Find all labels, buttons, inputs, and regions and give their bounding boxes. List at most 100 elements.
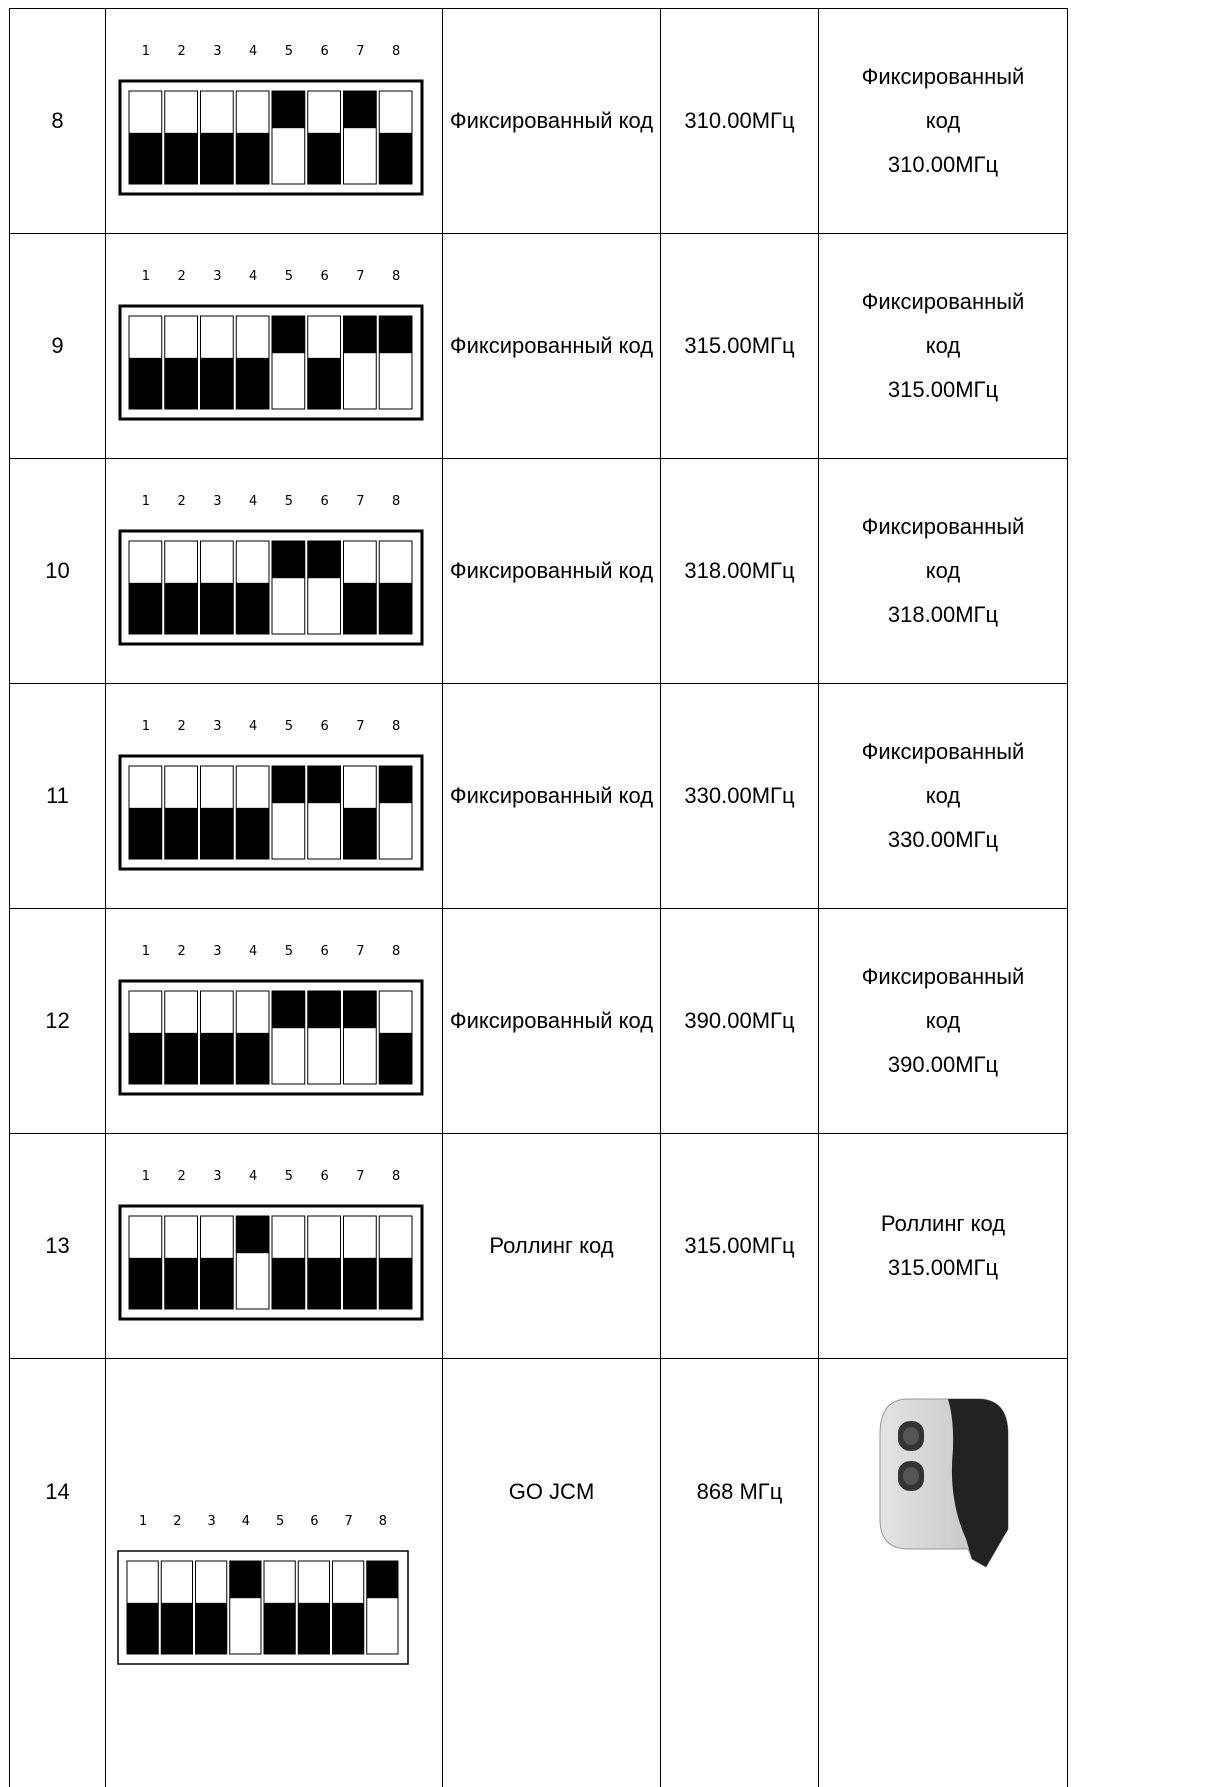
- switch-lever: [236, 582, 269, 634]
- switch-lever: [343, 316, 377, 354]
- dip-switch-diagram: 1 2 3 4 5 6 7 8: [117, 1514, 409, 1665]
- switch-number: 2: [177, 269, 185, 284]
- dip-switch-diagram: 1 2 3 4 5 6 7 8: [118, 44, 424, 196]
- dip-switch-diagram: 1 2 3 4 5 6 7 8: [118, 944, 424, 1096]
- switch-lever: [164, 807, 198, 859]
- switch-number: 7: [356, 494, 364, 509]
- summary: Фиксированный код 315.00МГц: [818, 233, 1068, 459]
- code-type: Фиксированный код: [442, 908, 661, 1134]
- switch-number: 1: [142, 269, 150, 284]
- switch-lever: [366, 1561, 398, 1599]
- summary: [818, 1358, 1068, 1787]
- summary: Фиксированный код 330.00МГц: [818, 683, 1068, 909]
- switch-lever: [343, 991, 377, 1029]
- remote-shape: [903, 1427, 919, 1445]
- switch-lever: [236, 1032, 269, 1084]
- switch-lever: [236, 132, 269, 184]
- switch-lever: [236, 1216, 269, 1254]
- switch-number: 2: [177, 1169, 185, 1184]
- switch-lever: [264, 1602, 296, 1654]
- table-row: 12 1 2 3 4 5 6 7 8 Фиксированный код 390.00МГц Фикс…: [9, 908, 1068, 1134]
- switch-lever: [164, 1257, 198, 1309]
- switch-lever: [129, 132, 162, 184]
- summary-line: Фиксированный: [861, 64, 1025, 89]
- switch-number: 4: [249, 494, 257, 509]
- switch-lever: [200, 1032, 234, 1084]
- switch-number: 1: [142, 1169, 150, 1184]
- remote-image: [879, 1398, 1009, 1568]
- summary-line: код: [925, 108, 961, 133]
- switch-lever: [332, 1602, 364, 1654]
- switch-lever: [379, 316, 412, 354]
- switch-lever: [236, 357, 269, 409]
- switch-number: 6: [320, 719, 328, 734]
- code-type: Роллинг код: [442, 1133, 661, 1359]
- summary-line: 315.00МГц: [887, 1255, 999, 1280]
- switch-lever: [236, 807, 269, 859]
- summary-line: Фиксированный: [861, 289, 1025, 314]
- frequency: 315.00МГц: [660, 1133, 819, 1359]
- switch-lever: [343, 807, 377, 859]
- dip-switch-cell: 1 2 3 4 5 6 7 8: [105, 458, 443, 684]
- switch-number: 8: [392, 494, 400, 509]
- switch-lever: [307, 991, 341, 1029]
- switch-number: 6: [320, 1169, 328, 1184]
- dip-switch-cell: 1 2 3 4 5 6 7 8: [105, 683, 443, 909]
- summary: Фиксированный код 318.00МГц: [818, 458, 1068, 684]
- switch-number: 5: [285, 1169, 293, 1184]
- switch-number: 6: [320, 944, 328, 959]
- switch-number: 7: [356, 719, 364, 734]
- switch-lever: [272, 316, 305, 354]
- switch-number: 3: [213, 719, 221, 734]
- dip-switch-cell: 1 2 3 4 5 6 7 8: [105, 233, 443, 459]
- switch-number: 4: [249, 719, 257, 734]
- switch-lever: [200, 807, 234, 859]
- summary-line: код: [925, 783, 961, 808]
- switch-number: 2: [177, 44, 185, 59]
- switch-number: 8: [379, 1514, 387, 1529]
- code-type: Фиксированный код: [442, 683, 661, 909]
- summary-line: 390.00МГц: [887, 1052, 999, 1077]
- summary: Роллинг код 315.00МГц: [818, 1133, 1068, 1359]
- switch-lever: [129, 807, 162, 859]
- switch-number: 6: [310, 1514, 318, 1529]
- table-row: 11 1 2 3 4 5 6 7 8 Фиксированный код 330.00МГц Фикс…: [9, 683, 1068, 909]
- switch-lever: [272, 91, 305, 129]
- code-type: Фиксированный код: [442, 233, 661, 459]
- row-number: 9: [9, 233, 106, 459]
- switch-lever: [379, 582, 412, 634]
- summary-line: 315.00МГц: [887, 377, 999, 402]
- row-number: 12: [9, 908, 106, 1134]
- switch-lever: [343, 91, 377, 129]
- switch-number: 4: [249, 44, 257, 59]
- switch-lever: [129, 1032, 162, 1084]
- switch-number: 8: [392, 719, 400, 734]
- summary-line: 330.00МГц: [887, 827, 999, 852]
- switch-lever: [272, 1257, 305, 1309]
- switch-lever: [129, 357, 162, 409]
- switch-lever: [129, 1257, 162, 1309]
- switch-lever: [307, 357, 341, 409]
- summary-line: 310.00МГц: [887, 152, 999, 177]
- switch-number: 2: [173, 1514, 181, 1529]
- switch-number: 4: [249, 944, 257, 959]
- switch-lever: [307, 1257, 341, 1309]
- frequency: 318.00МГц: [660, 458, 819, 684]
- switch-number: 2: [177, 944, 185, 959]
- switch-number: 5: [285, 494, 293, 509]
- dip-switch-diagram: 1 2 3 4 5 6 7 8: [118, 1169, 424, 1321]
- switch-number: 5: [285, 719, 293, 734]
- dip-switch-diagram: 1 2 3 4 5 6 7 8: [118, 269, 424, 421]
- switch-lever: [307, 766, 341, 804]
- switch-number: 6: [320, 44, 328, 59]
- switch-lever: [229, 1561, 261, 1599]
- switch-number: 7: [356, 1169, 364, 1184]
- switch-lever: [379, 1032, 412, 1084]
- switch-lever: [127, 1602, 159, 1654]
- switch-lever: [272, 991, 305, 1029]
- dip-switch-table: 8 1 2 3 4 5 6 7 8 Фиксированный код 310.00МГц Фикси…: [9, 8, 1068, 1787]
- summary-line: Фиксированный: [861, 739, 1025, 764]
- switch-lever: [379, 132, 412, 184]
- frequency: 310.00МГц: [660, 8, 819, 234]
